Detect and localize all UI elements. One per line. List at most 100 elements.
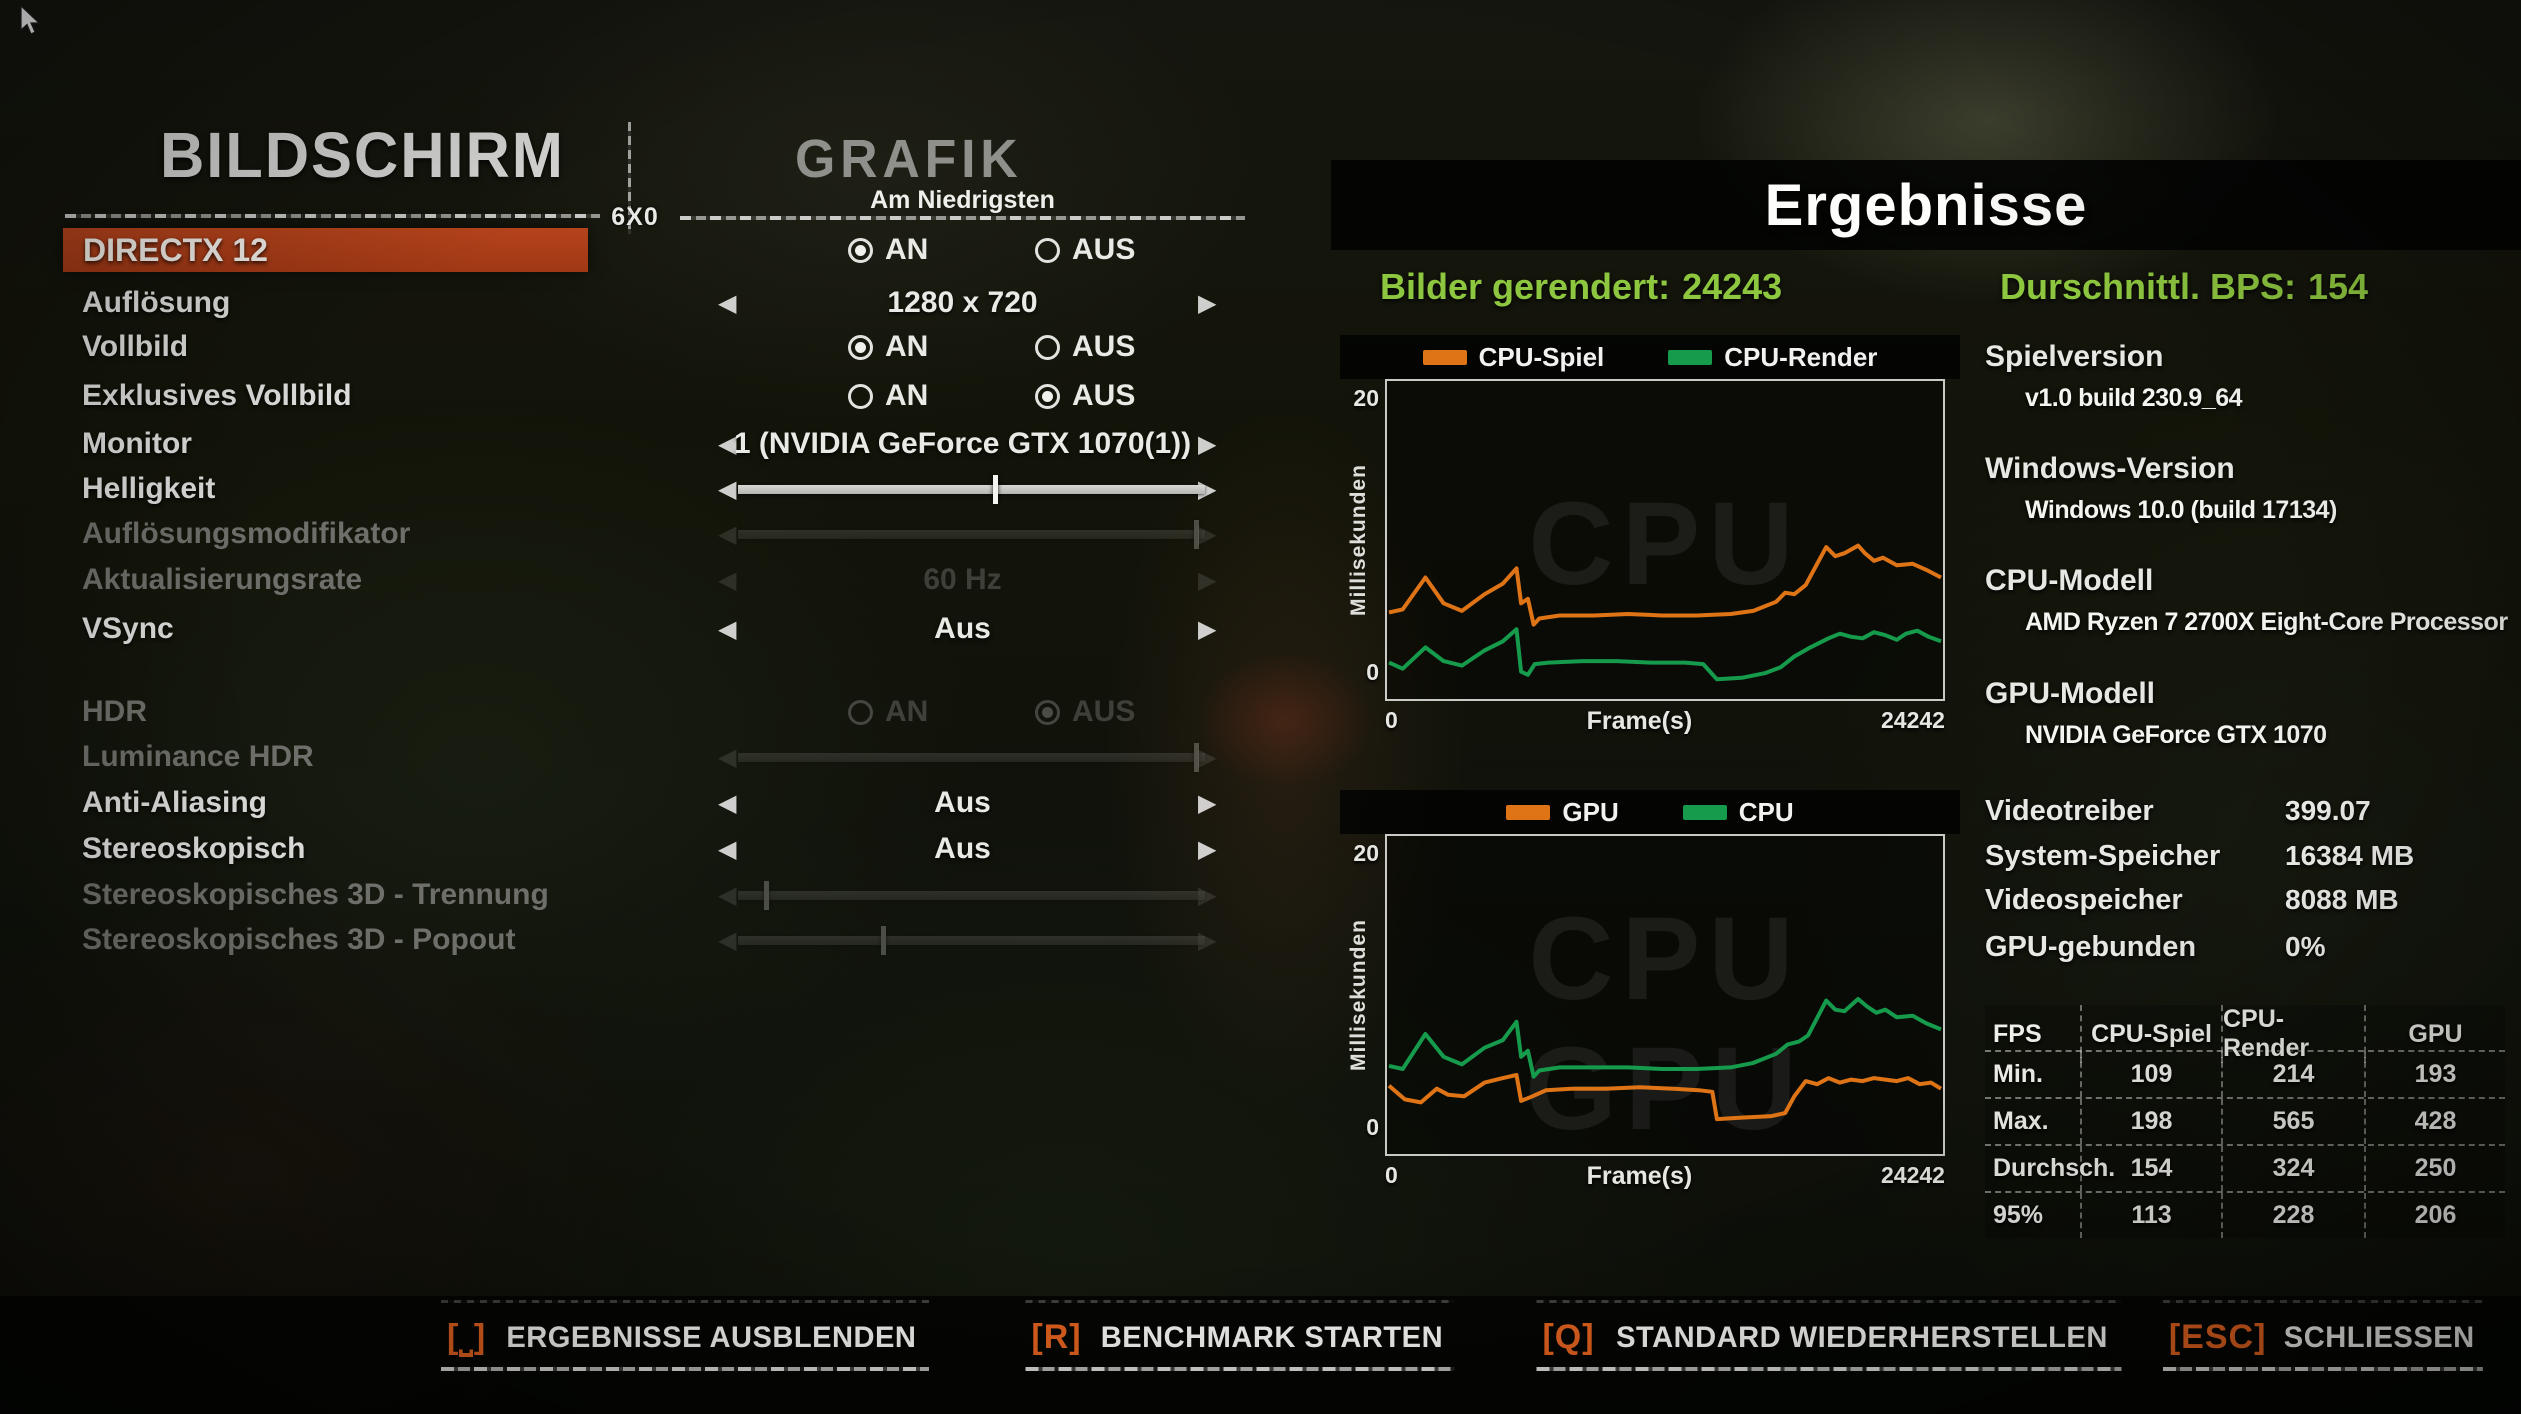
left-arrow-icon[interactable]: ◀	[718, 430, 737, 458]
setting-hdr: AN AUS	[680, 690, 1245, 734]
sidebar-item-aufl-sungsmodifikator[interactable]: Auflösungsmodifikator	[82, 512, 410, 556]
sidebar-item-label: Monitor	[82, 427, 192, 460]
sidebar-item-label: Aktualisierungsrate	[82, 563, 363, 596]
x-axis-label: Frame(s)	[1586, 1162, 1693, 1190]
table-row: Min. 109 214 193	[1985, 1050, 2505, 1097]
sidebar-item-label: Stereoskopisches 3D - Trennung	[82, 878, 549, 911]
left-arrow-icon: ◀	[718, 881, 737, 909]
right-arrow-icon[interactable]: ▶	[1198, 289, 1217, 317]
table-row-label: Durchsch.	[1993, 1154, 2116, 1182]
radio-label: AUS	[1072, 695, 1136, 728]
sysinfo-value: 16384 MB	[2285, 840, 2415, 871]
left-arrow-icon: ◀	[718, 566, 737, 594]
hotkey-restore-defaults[interactable]: [Q] STANDARD WIEDERHERSTELLEN	[1536, 1300, 2122, 1371]
sidebar-item-helligkeit[interactable]: Helligkeit	[82, 467, 215, 511]
hotkey-hide-results[interactable]: [⎵] ERGEBNISSE AUSBLENDEN	[440, 1300, 930, 1371]
sidebar-item-stereoskopisches-3d-popout[interactable]: Stereoskopisches 3D - Popout	[82, 918, 515, 962]
sidebar-item-hdr[interactable]: HDR	[82, 690, 147, 734]
hotkey-close[interactable]: [ESC] SCHLIESSEN	[2162, 1300, 2484, 1371]
key-badge-icon: [⎵]	[446, 1318, 487, 1356]
table-cell: 214	[2221, 1052, 2364, 1097]
sidebar-item-luminance-hdr[interactable]: Luminance HDR	[82, 735, 314, 779]
sidebar-item-anti-aliasing[interactable]: Anti-Aliasing	[82, 781, 267, 825]
setting-stereoskopisch: ◀ ▶ Aus	[680, 827, 1245, 871]
right-arrow-icon[interactable]: ▶	[1198, 615, 1217, 643]
legend-label: CPU-Render	[1724, 341, 1878, 372]
results-title: Ergebnisse	[1764, 172, 2088, 238]
table-cell: 565	[2221, 1099, 2364, 1144]
sidebar-item-directx-12[interactable]: DIRECTX 12	[63, 228, 588, 272]
radio-label: AN	[885, 233, 929, 266]
table-cell: 206	[2364, 1193, 2505, 1238]
hotkey-label: BENCHMARK STARTEN	[1100, 1320, 1444, 1354]
setting-luminance-hdr: ◀ ▶	[680, 735, 1245, 779]
table-cell: 428	[2364, 1099, 2505, 1144]
setting-anti-aliasing: ◀ ▶ Aus	[680, 781, 1245, 825]
hotkey-start-benchmark[interactable]: [R] BENCHMARK STARTEN	[1025, 1300, 1455, 1371]
sidebar-item-vollbild[interactable]: Vollbild	[82, 325, 188, 369]
radio-circle-icon	[848, 699, 873, 725]
y-tick-bottom: 0	[1366, 1114, 1379, 1140]
radio-on-hdr[interactable]: AN	[848, 690, 928, 734]
legend-entry: CPU-Render	[1668, 342, 1877, 373]
setting-value: Aus	[934, 832, 991, 865]
table-cell: 154	[2080, 1146, 2221, 1191]
sidebar-item-label: Helligkeit	[82, 472, 216, 505]
setting-value: 1 (NVIDIA GeForce GTX 1070(1))	[733, 427, 1192, 460]
radio-off-directx-12[interactable]: AUS	[1035, 228, 1135, 272]
sidebar-item-vsync[interactable]: VSync	[82, 607, 174, 651]
setting-vollbild: AN AUS	[680, 325, 1245, 369]
y-tick-top: 20	[1353, 840, 1379, 866]
sidebar-item-label: Vollbild	[82, 330, 189, 363]
left-arrow-icon[interactable]: ◀	[718, 615, 737, 643]
right-arrow-icon[interactable]: ▶	[1198, 789, 1217, 817]
radio-on-directx-12[interactable]: AN	[848, 228, 928, 272]
right-arrow-icon[interactable]: ▶	[1198, 430, 1217, 458]
radio-off-hdr[interactable]: AUS	[1035, 690, 1135, 734]
y-axis-label: Millisekunden	[1347, 464, 1370, 616]
setting-aufloesung: ◀ ▶ 1280 x 720	[680, 281, 1245, 325]
sysinfo-videospeicher: Videospeicher 8088 MB	[1985, 884, 2521, 920]
average-bps-label: Durschnittl. BPS:	[2000, 266, 2297, 307]
sysinfo-cpu-modell: CPU-Modell AMD Ryzen 7 2700X Eight-Core P…	[1985, 564, 2521, 637]
radio-label: AUS	[1072, 330, 1136, 363]
sysinfo-value: 399.07	[2285, 795, 2371, 826]
slider-thumb[interactable]	[992, 475, 998, 504]
plot-area: CPU 20 0 Millisekunden	[1347, 379, 1945, 701]
sidebar-item-aufl-sung[interactable]: Auflösung	[82, 281, 230, 325]
left-arrow-icon[interactable]: ◀	[718, 789, 737, 817]
right-arrow-icon[interactable]: ▶	[1198, 835, 1217, 863]
right-arrow-icon: ▶	[1198, 743, 1217, 771]
radio-off-exklusives-vollbild[interactable]: AUS	[1035, 374, 1135, 418]
sidebar-item-exklusives-vollbild[interactable]: Exklusives Vollbild	[82, 374, 352, 418]
grafik-preset-value: Am Niedrigsten	[870, 186, 1055, 214]
sidebar-item-aktualisierungsrate[interactable]: Aktualisierungsrate	[82, 558, 362, 602]
sidebar-item-monitor[interactable]: Monitor	[82, 422, 192, 466]
sidebar-item-stereoskopisch[interactable]: Stereoskopisch	[82, 827, 305, 871]
left-arrow-icon[interactable]: ◀	[718, 475, 737, 503]
average-bps-stat: Durschnittl. BPS: 154	[2000, 266, 2368, 308]
slider-track[interactable]	[738, 475, 1205, 504]
radio-circle-icon	[1035, 237, 1060, 263]
key-badge-icon: [ESC]	[2168, 1318, 2267, 1356]
y-tick-top: 20	[1353, 385, 1379, 411]
sysinfo-label: System-Speicher	[1985, 840, 2221, 872]
average-bps-value: 154	[2308, 266, 2369, 307]
radio-off-vollbild[interactable]: AUS	[1035, 325, 1135, 369]
frames-rendered-label: Bilder gerendert:	[1380, 266, 1671, 307]
radio-on-exklusives-vollbild[interactable]: AN	[848, 374, 928, 418]
setting-aufloesungsmodifikator: ◀ ▶	[680, 512, 1245, 556]
table-row-label: 95%	[1993, 1201, 2044, 1229]
left-arrow-icon[interactable]: ◀	[718, 289, 737, 317]
right-arrow-icon[interactable]: ▶	[1198, 475, 1217, 503]
gpu-frametime-chart: GPU CPU CPU GPU 20 0 Millisekunden 0 Frame(s) 242…	[1340, 790, 1960, 1191]
radio-label: AN	[885, 330, 929, 363]
left-arrow-icon[interactable]: ◀	[718, 835, 737, 863]
sidebar-item-stereoskopisches-3d-trennung[interactable]: Stereoskopisches 3D - Trennung	[82, 873, 549, 917]
sysinfo-value: Windows 10.0 (build 17134)	[2025, 496, 2337, 524]
sysinfo-value: AMD Ryzen 7 2700X Eight-Core Processor	[2025, 608, 2508, 636]
x-axis-row: 0 Frame(s) 24242	[1385, 1162, 1945, 1191]
radio-on-vollbild[interactable]: AN	[848, 325, 928, 369]
left-arrow-icon: ◀	[718, 743, 737, 771]
sidebar-item-label: Luminance HDR	[82, 740, 314, 773]
